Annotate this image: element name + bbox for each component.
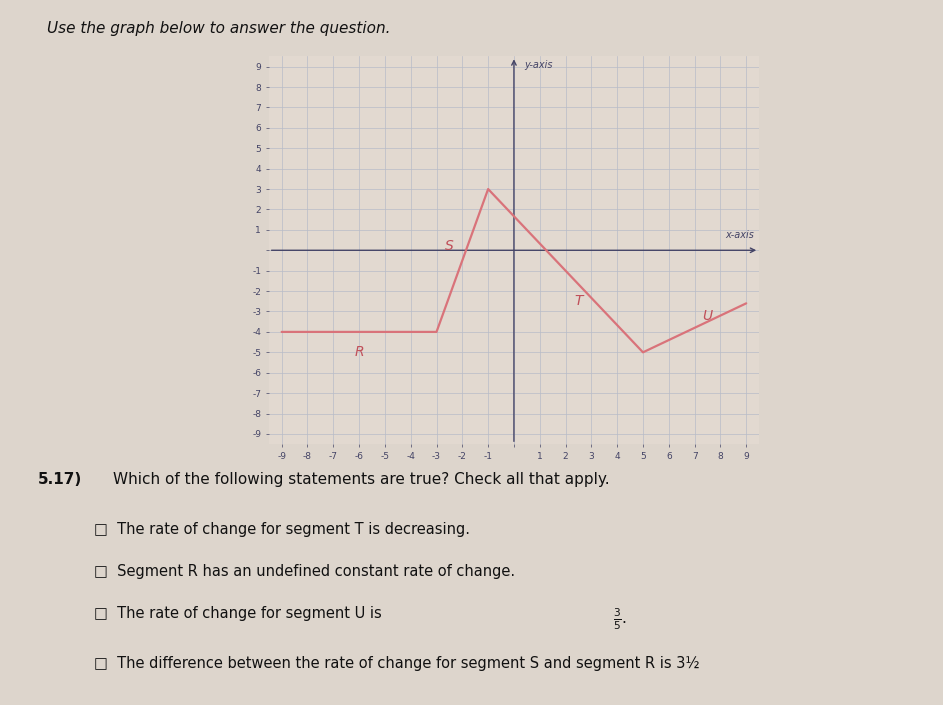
Text: y-axis: y-axis [524, 61, 553, 70]
Text: □  The difference between the rate of change for segment S and segment R is 3½: □ The difference between the rate of cha… [94, 656, 700, 670]
Text: S: S [445, 239, 454, 253]
Text: Which of the following statements are true? Check all that apply.: Which of the following statements are tr… [113, 472, 610, 487]
Text: R: R [355, 345, 364, 360]
Text: 5.17): 5.17) [38, 472, 82, 487]
Text: $\frac{3}{5}$.: $\frac{3}{5}$. [613, 606, 627, 632]
Text: □  Segment R has an undefined constant rate of change.: □ Segment R has an undefined constant ra… [94, 564, 516, 579]
Text: □  The rate of change for segment U is: □ The rate of change for segment U is [94, 606, 382, 621]
Text: □  The rate of change for segment T is decreasing.: □ The rate of change for segment T is de… [94, 522, 471, 537]
Text: U: U [703, 309, 713, 323]
Text: Use the graph below to answer the question.: Use the graph below to answer the questi… [47, 21, 390, 36]
Text: x-axis: x-axis [725, 230, 754, 240]
Text: T: T [574, 294, 583, 308]
